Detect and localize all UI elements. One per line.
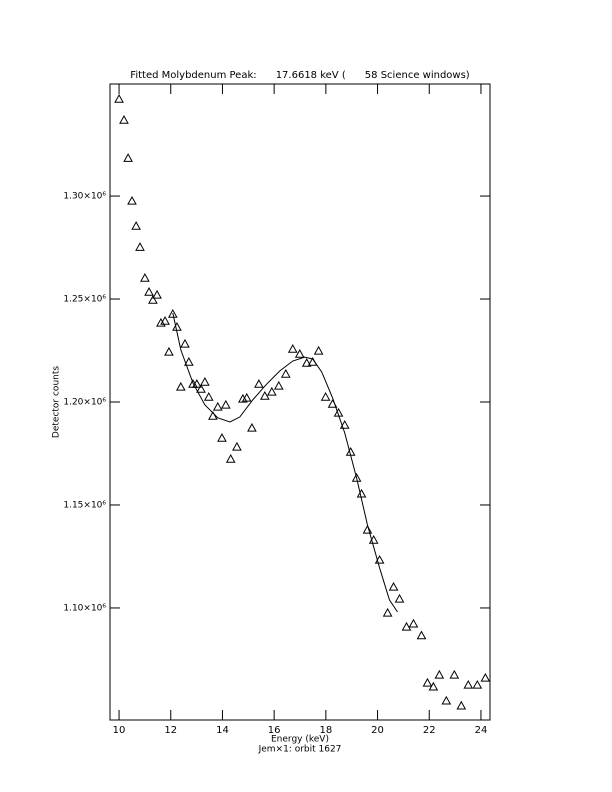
data-point [254,379,264,388]
data-point [339,420,350,429]
data-point [382,607,393,617]
data-point [167,309,178,318]
subtitle: Jem×1: orbit 1627 [258,745,342,755]
data-point [301,358,312,367]
x-tick-label: 16 [268,725,281,736]
data-point [434,669,445,679]
data-point [401,621,412,631]
data-point [135,242,145,251]
x-tick-label: 12 [164,725,177,736]
data-point [456,700,467,710]
data-point [247,422,257,432]
data-point [172,322,182,331]
data-point [196,383,206,393]
chart-title: Fitted Molybdenum Peak: 17.6618 keV ( 58… [130,70,470,81]
data-point [123,153,133,162]
x-tick-label: 22 [423,725,436,736]
data-point [192,379,202,388]
data-point [180,338,190,348]
data-point [119,115,129,124]
x-tick-label: 20 [371,725,384,736]
data-point [388,581,399,591]
data-point [273,380,284,390]
plot-frame [109,83,491,721]
data-point [140,272,150,282]
data-point [449,669,460,679]
data-point [266,386,277,396]
data-point [114,94,124,103]
y-tick-label: 1.10×10⁶ [63,603,106,613]
data-point [212,401,223,411]
data-point [220,399,231,409]
data-point [294,348,305,358]
data-point [225,454,236,463]
data-point [472,679,483,689]
y-axis-label: Detector counts [52,366,62,438]
data-point [313,345,324,355]
data-point [280,368,291,378]
data-point [156,317,166,327]
fit-curve [172,312,398,613]
data-point [259,390,270,400]
y-tick-label: 1.15×10⁶ [63,500,106,510]
data-point [232,441,242,451]
data-point [351,472,362,482]
data-point [362,524,373,534]
data-point [428,681,439,691]
data-point [164,346,174,356]
y-tick-label: 1.25×10⁶ [63,295,106,305]
data-point [394,593,405,603]
data-point [148,295,158,304]
data-point [183,357,194,366]
data-point [127,195,137,205]
data-point [416,630,427,640]
data-point [238,393,248,403]
data-point [287,344,298,353]
data-point [241,392,252,402]
data-point [356,488,367,498]
x-tick-label: 18 [319,725,332,736]
data-point [441,695,452,705]
data-point [320,392,331,401]
data-point [480,672,491,682]
data-point [131,221,141,230]
data-point [463,679,474,689]
y-tick-label: 1.30×10⁶ [63,192,106,202]
x-tick-label: 10 [113,725,126,736]
x-tick-label: 14 [216,725,229,736]
y-tick-label: 1.20×10⁶ [63,398,106,408]
data-point [217,433,227,442]
data-point [160,316,170,325]
data-point [152,289,162,299]
data-point [200,376,210,386]
x-axis-label: Energy (keV) [271,735,329,745]
data-point [144,286,154,296]
data-point [203,392,214,401]
data-point [422,677,433,687]
x-tick-label: 24 [475,725,488,736]
data-point [408,618,419,628]
data-point [175,381,186,391]
